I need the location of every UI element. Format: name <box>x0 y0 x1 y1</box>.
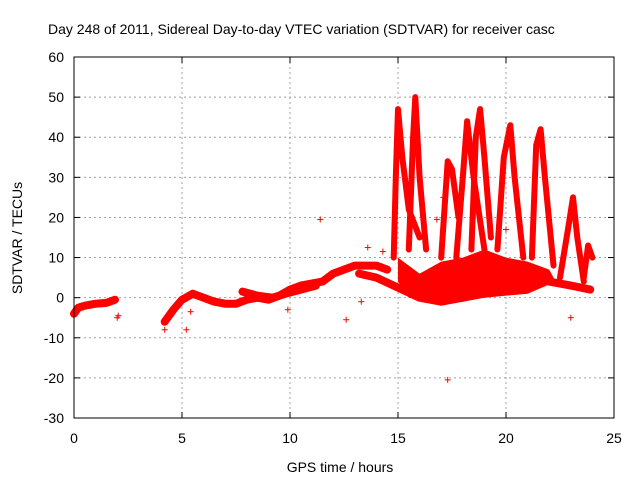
y-tick-label: 40 <box>48 129 64 145</box>
y-tick-label: 60 <box>48 49 64 65</box>
trace-spike-18h <box>453 118 488 261</box>
trace-secondary-arc <box>238 281 320 302</box>
y-tick-label: -30 <box>44 410 64 426</box>
trace-spike-24h <box>580 242 596 281</box>
data-point <box>284 306 291 313</box>
data-point <box>364 244 371 251</box>
y-axis-label: SDTVAR / TECUs <box>9 182 25 294</box>
y-tick-label: 30 <box>48 169 64 185</box>
y-tick-label: 20 <box>48 209 64 225</box>
trace-spike-20h <box>494 122 527 261</box>
trace-late-baseline <box>355 269 595 306</box>
chart-title: Day 248 of 2011, Sidereal Day-to-day VTE… <box>48 21 555 37</box>
x-tick-label: 10 <box>282 430 298 446</box>
data-point <box>161 326 168 333</box>
y-tick-label: 50 <box>48 89 64 105</box>
x-tick-label: 15 <box>390 430 406 446</box>
x-tick-label: 25 <box>606 430 622 446</box>
data-point <box>317 216 324 223</box>
data-point <box>343 316 350 323</box>
plot-frame <box>73 56 615 419</box>
x-tick-label: 5 <box>178 430 186 446</box>
data-point <box>567 314 574 321</box>
trace-spike-23.1h <box>557 194 587 285</box>
data-point <box>187 308 194 315</box>
data-point <box>115 312 122 319</box>
data-point <box>440 194 447 201</box>
y-tick-label: -10 <box>44 330 64 346</box>
data-series <box>70 94 596 383</box>
data-point <box>379 248 386 255</box>
x-axis-label: GPS time / hours <box>287 459 394 475</box>
data-point <box>358 298 365 305</box>
x-tick-label: 20 <box>498 430 514 446</box>
trace-spike-18.8h <box>468 106 494 253</box>
y-tick-label: 10 <box>48 250 64 266</box>
dense-cluster <box>398 249 556 302</box>
data-point <box>444 376 451 383</box>
axis-ticks: 0 5 10 15 20 25 -30 -20 -10 0 10 20 30 40 50 60 <box>44 49 622 446</box>
trace-spike-15.8h <box>405 94 430 253</box>
y-tick-label: 0 <box>56 290 64 306</box>
x-tick-label: 0 <box>70 430 78 446</box>
trace-early-segment <box>70 295 119 318</box>
trace-spike-21.5h <box>528 126 557 269</box>
data-point <box>503 226 509 233</box>
data-point <box>433 216 440 223</box>
data-point <box>183 326 190 333</box>
y-tick-label: -20 <box>44 370 64 386</box>
trace-spike-17.2h <box>438 158 462 261</box>
